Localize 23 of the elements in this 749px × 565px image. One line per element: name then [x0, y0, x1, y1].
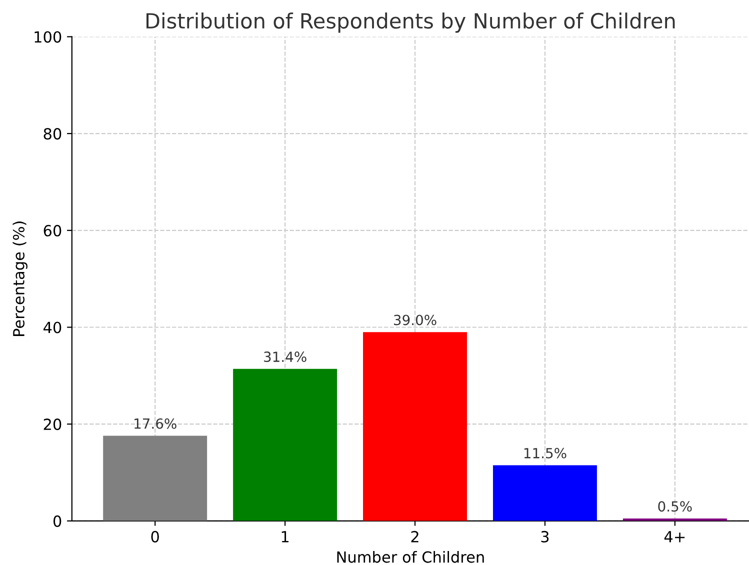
bar — [363, 332, 467, 521]
data-label: 11.5% — [524, 448, 566, 458]
x-tick-label: 0 — [151, 530, 159, 542]
bar — [492, 465, 597, 521]
y-tick-label: 60 — [44, 224, 62, 236]
x-axis-title: Number of Children — [337, 550, 484, 563]
data-label: 31.4% — [264, 352, 306, 362]
y-tick-label: 20 — [44, 418, 62, 430]
x-tick-label: 3 — [541, 530, 549, 542]
x-tick-label: 2 — [411, 530, 418, 542]
bar — [233, 368, 338, 521]
y-tick-label: 0 — [53, 515, 62, 527]
x-tick-label: 1 — [282, 531, 288, 542]
data-label: 17.6% — [134, 418, 176, 429]
y-tick-label: 80 — [44, 128, 62, 140]
y-tick-label: 40 — [43, 322, 62, 334]
data-label: 0.5% — [658, 501, 692, 512]
y-axis-title: Percentage (%) — [12, 222, 28, 336]
x-tick-label: 4+ — [664, 531, 685, 542]
bar — [103, 436, 208, 521]
data-label: 39.0% — [394, 314, 436, 326]
chart-title: Distribution of Respondents by Number of Children — [146, 12, 675, 33]
y-tick-label: 100 — [34, 31, 62, 43]
